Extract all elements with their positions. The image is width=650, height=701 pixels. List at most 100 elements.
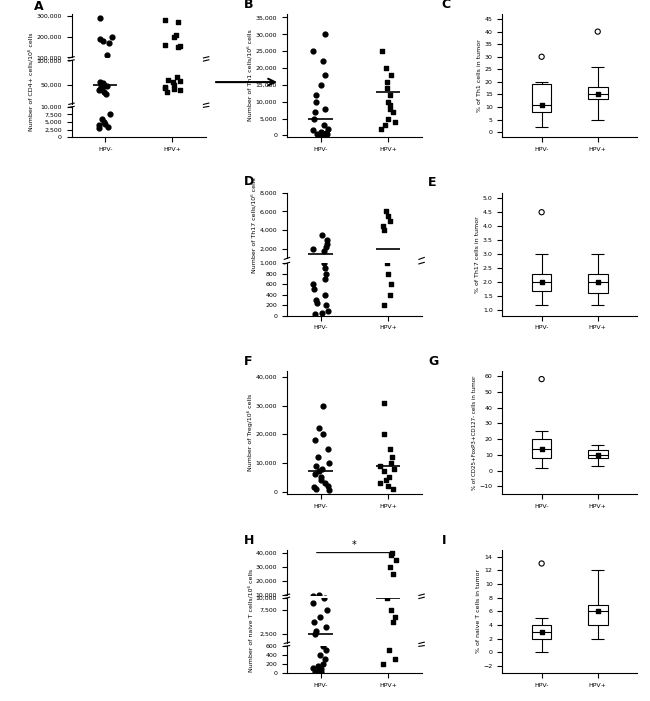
Point	[385, 457, 396, 468]
Point	[94, 85, 105, 96]
Point	[308, 243, 318, 254]
Point	[315, 649, 325, 660]
Point	[382, 76, 392, 87]
Point	[383, 268, 393, 279]
Point	[378, 428, 389, 440]
Point	[99, 80, 110, 91]
FancyBboxPatch shape	[588, 87, 608, 100]
Point	[322, 234, 332, 245]
Point	[389, 463, 400, 474]
Point	[383, 96, 393, 107]
Point	[388, 568, 398, 579]
FancyBboxPatch shape	[532, 439, 551, 458]
Point	[94, 13, 105, 24]
Point	[381, 475, 391, 486]
Point	[309, 113, 319, 124]
Point	[593, 606, 603, 617]
Point	[385, 90, 395, 101]
Point	[388, 616, 398, 627]
Y-axis label: % of Th1 cells in tumor: % of Th1 cells in tumor	[477, 39, 482, 112]
Point	[536, 51, 547, 62]
Point	[97, 114, 107, 125]
Point	[320, 29, 330, 40]
Point	[375, 477, 385, 489]
Point	[323, 443, 333, 454]
Point	[536, 207, 547, 218]
Point	[383, 113, 393, 124]
Point	[382, 83, 392, 94]
Point	[387, 451, 397, 463]
Text: C: C	[442, 0, 451, 11]
Point	[162, 74, 173, 86]
Point	[175, 75, 185, 86]
Point	[313, 665, 323, 676]
Point	[322, 123, 333, 135]
Point	[310, 107, 320, 118]
Point	[99, 86, 109, 97]
Point	[536, 99, 547, 110]
Point	[381, 578, 391, 589]
Point	[313, 660, 324, 672]
Point	[378, 397, 389, 408]
Point	[105, 109, 115, 120]
Point	[316, 472, 326, 483]
Point	[321, 621, 332, 632]
Point	[95, 76, 105, 88]
Point	[97, 79, 107, 90]
Point	[593, 449, 603, 461]
Point	[385, 231, 395, 243]
Point	[311, 297, 322, 308]
Point	[321, 268, 332, 279]
Point	[173, 17, 183, 28]
Text: *: *	[352, 540, 357, 550]
Point	[322, 604, 332, 615]
Point	[315, 79, 326, 90]
Text: I: I	[442, 533, 447, 547]
Point	[385, 604, 396, 615]
Point	[310, 308, 320, 320]
Point	[318, 400, 328, 411]
Point	[385, 100, 396, 111]
Point	[317, 599, 328, 611]
Point	[376, 123, 387, 135]
Point	[387, 547, 398, 558]
Point	[320, 477, 330, 489]
Point	[322, 480, 333, 491]
FancyBboxPatch shape	[532, 84, 551, 112]
Point	[309, 469, 320, 480]
Point	[316, 130, 326, 141]
Y-axis label: Number of naive T cells/10⁶ cells: Number of naive T cells/10⁶ cells	[248, 569, 253, 672]
Point	[319, 128, 330, 139]
Point	[383, 215, 393, 226]
FancyBboxPatch shape	[532, 625, 551, 639]
Point	[390, 611, 400, 622]
FancyBboxPatch shape	[532, 274, 551, 291]
Point	[311, 294, 322, 306]
Point	[322, 239, 332, 250]
Point	[316, 599, 326, 610]
Point	[318, 658, 328, 669]
Point	[382, 257, 393, 268]
Point	[311, 460, 322, 471]
Point	[385, 289, 396, 300]
Point	[382, 592, 393, 604]
Point	[99, 116, 109, 128]
Point	[161, 83, 171, 94]
Point	[102, 81, 112, 92]
FancyBboxPatch shape	[588, 274, 608, 294]
Point	[313, 423, 324, 434]
Point	[387, 107, 398, 118]
Point	[171, 29, 181, 40]
Point	[321, 299, 332, 311]
Point	[388, 483, 398, 494]
Y-axis label: Number of Th17 cells/10⁶ cells: Number of Th17 cells/10⁶ cells	[252, 177, 257, 273]
Point	[322, 129, 333, 140]
Point	[307, 125, 318, 136]
Point	[383, 480, 393, 491]
Point	[312, 594, 322, 606]
Point	[385, 215, 396, 226]
Point	[162, 86, 172, 97]
Point	[318, 592, 329, 604]
Point	[322, 305, 333, 316]
Point	[536, 443, 547, 454]
